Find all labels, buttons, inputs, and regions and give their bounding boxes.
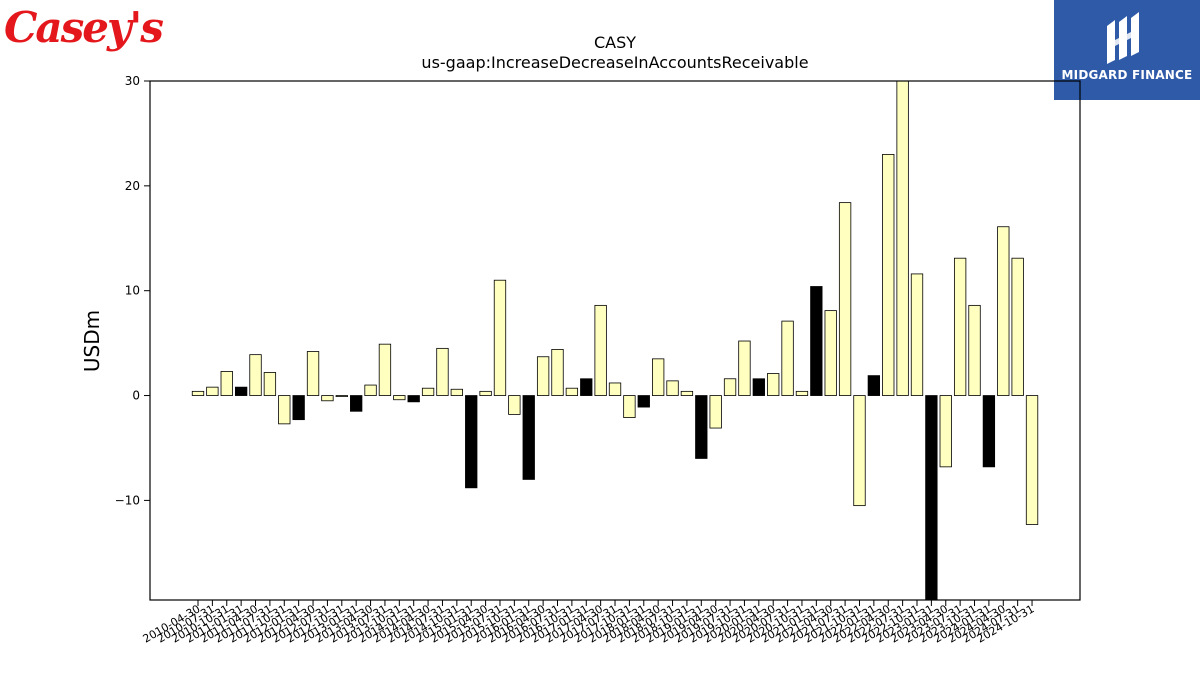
bar <box>709 395 722 429</box>
bar <box>1025 395 1039 525</box>
bar <box>1011 257 1024 396</box>
bar <box>982 395 996 468</box>
bar <box>838 202 852 396</box>
bar <box>637 395 650 408</box>
bar <box>191 390 205 396</box>
bar <box>810 286 823 396</box>
bar <box>565 387 579 396</box>
bar <box>953 257 967 396</box>
bar <box>867 375 881 396</box>
bar <box>536 356 550 396</box>
bar <box>350 395 363 412</box>
bar <box>479 390 492 396</box>
bar <box>580 378 593 396</box>
bar <box>292 395 305 421</box>
bar <box>910 273 924 396</box>
bar <box>652 358 665 396</box>
chart-subtitle: us-gaap:IncreaseDecreaseInAccountsReceiv… <box>421 53 808 72</box>
bar <box>723 378 737 396</box>
bar <box>335 395 348 397</box>
bar <box>939 395 952 468</box>
bar <box>824 310 837 396</box>
bar <box>680 390 694 396</box>
bar <box>249 354 262 396</box>
y-tick-label: 10 <box>125 284 140 298</box>
bar <box>393 395 406 401</box>
bar <box>421 387 435 396</box>
bar <box>594 304 607 396</box>
caseys-logo: Casey's <box>4 3 164 52</box>
plot-frame <box>149 80 1081 601</box>
bar <box>321 395 334 402</box>
bar <box>306 351 320 396</box>
bar <box>968 304 981 396</box>
bar <box>896 80 909 396</box>
bar <box>738 340 751 396</box>
bar <box>493 279 507 396</box>
bar <box>853 395 866 507</box>
bar <box>623 395 636 418</box>
bar <box>234 386 248 396</box>
bar <box>781 320 794 396</box>
bar <box>882 153 895 396</box>
midgard-finance-logo: MIDGARD FINANCE <box>1054 0 1200 100</box>
y-axis-label: USDm <box>80 310 104 372</box>
midgard-emblem-icon <box>1107 12 1139 64</box>
bar <box>465 395 478 489</box>
bar <box>364 384 377 396</box>
bar <box>608 382 622 396</box>
bar <box>925 395 938 601</box>
bar <box>795 390 809 396</box>
bar <box>278 395 291 425</box>
bar <box>263 372 277 396</box>
bar <box>666 380 679 396</box>
y-tick-label: −10 <box>115 493 140 507</box>
y-tick-label: 20 <box>125 179 140 193</box>
bar <box>767 373 780 396</box>
bar <box>407 395 420 403</box>
y-tick-label: 30 <box>125 74 140 88</box>
midgard-finance-name: MIDGARD FINANCE <box>1061 68 1193 82</box>
y-tick-label: 0 <box>132 389 140 403</box>
bar <box>997 226 1010 396</box>
bar <box>551 349 564 396</box>
y-axis: −10 0 10 20 30 <box>115 74 150 507</box>
bar <box>752 378 765 396</box>
bar <box>436 347 449 396</box>
bar <box>378 343 392 396</box>
bar-series <box>191 80 1039 601</box>
bar <box>206 386 219 396</box>
chart-title: CASY <box>594 33 636 52</box>
bar <box>508 395 521 415</box>
x-axis: 2010-04-302010-07-312010-10-312011-01-31… <box>141 600 1037 646</box>
bar <box>522 395 535 480</box>
bar <box>450 388 463 396</box>
bar <box>695 395 708 459</box>
bar <box>220 371 233 396</box>
